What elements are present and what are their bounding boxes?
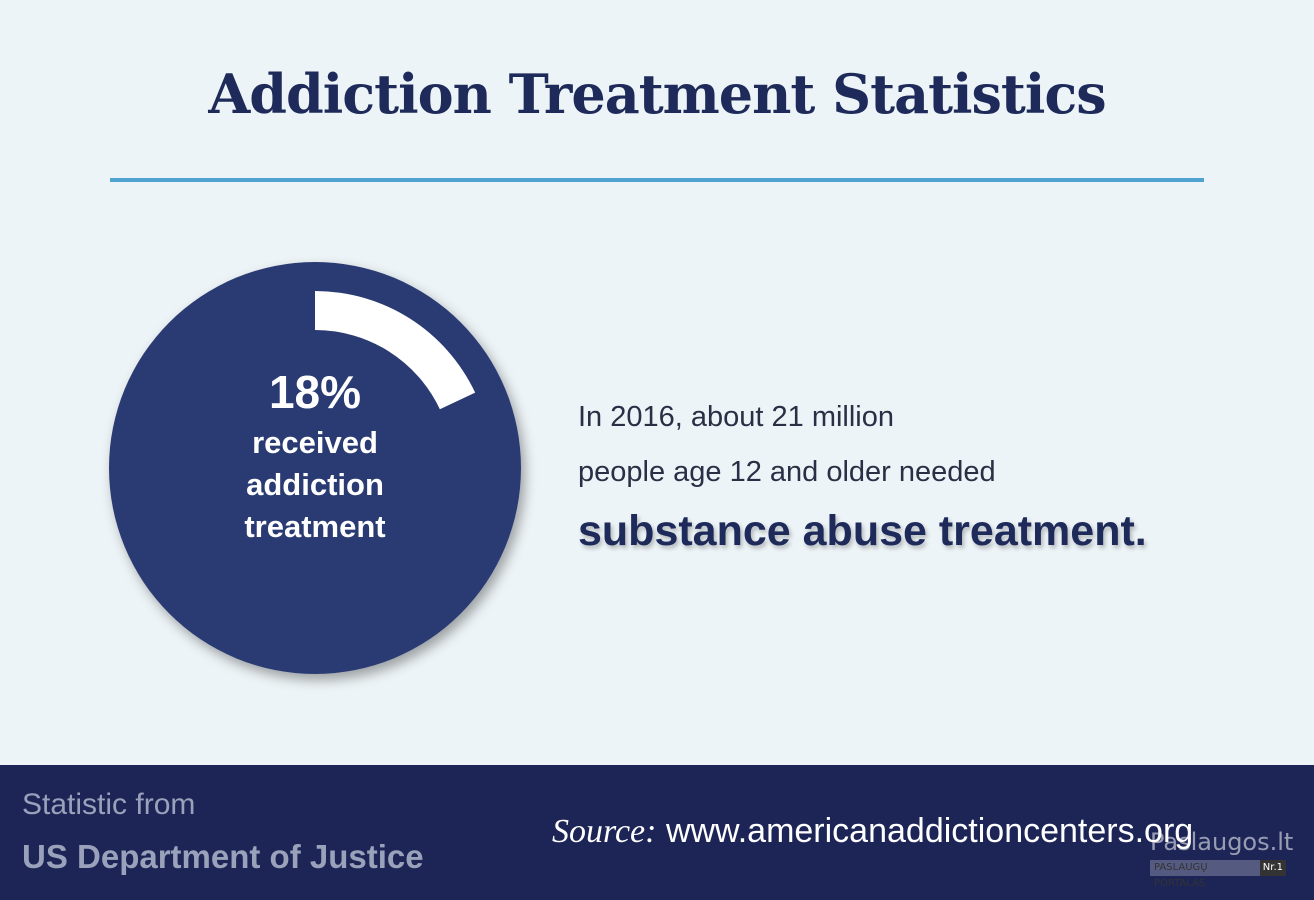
body-emphasis: substance abuse treatment.: [578, 507, 1147, 555]
body-text: In 2016, about 21 million people age 12 …: [578, 390, 1147, 559]
watermark-tag: Nr.1 PASLAUGŲ PORTALAS: [1150, 860, 1286, 889]
stat-caption: addiction: [246, 467, 384, 502]
body-line: people age 12 and older needed: [578, 456, 996, 488]
stat-caption: received: [252, 425, 378, 460]
source-label: Source:: [552, 813, 657, 850]
stat-value: 18%: [269, 366, 361, 418]
stat-chart: 18% received addiction treatment: [109, 262, 521, 674]
watermark-tagline: PASLAUGŲ PORTALAS: [1154, 862, 1208, 889]
footer: [0, 765, 1314, 900]
source: Source: www.americanaddictioncenters.org: [552, 812, 1193, 851]
title: Addiction Treatment Statistics: [208, 62, 1106, 126]
attribution: US Department of Justice: [22, 838, 424, 875]
body-line: In 2016, about 21 million: [578, 401, 894, 433]
source-url[interactable]: www.americanaddictioncenters.org: [665, 812, 1194, 850]
divider: [110, 178, 1204, 182]
watermark-rank: Nr.1: [1259, 860, 1286, 876]
watermark: Paslaugos.lt: [1150, 828, 1294, 856]
attribution: Statistic from: [22, 788, 196, 821]
stat-arc: [315, 291, 476, 410]
stat-caption: treatment: [244, 509, 385, 544]
